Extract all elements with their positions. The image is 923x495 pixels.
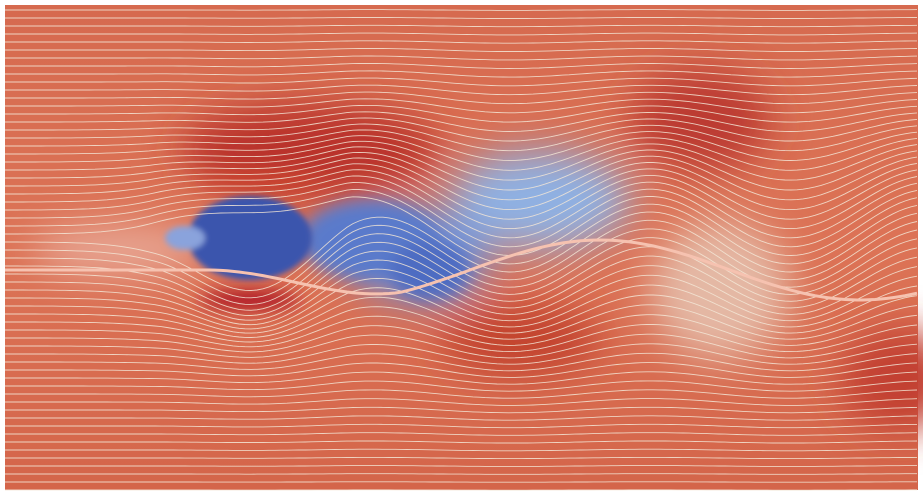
page: (() => { const ns = 'http://www.w3.org/2… xyxy=(0,0,923,495)
body-tip xyxy=(165,226,205,250)
flow-visualization xyxy=(0,0,923,495)
body-core xyxy=(188,196,312,280)
